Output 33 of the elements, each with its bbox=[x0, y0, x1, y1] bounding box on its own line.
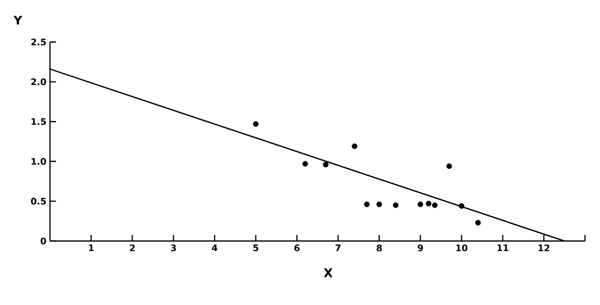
y-tick-label: 2.5 bbox=[31, 38, 46, 46]
point bbox=[475, 220, 481, 226]
x-tick-label: 1 bbox=[89, 244, 94, 252]
point bbox=[352, 143, 358, 150]
y-tick-label: 0.5 bbox=[31, 198, 46, 205]
point bbox=[252, 121, 259, 127]
point bbox=[432, 202, 438, 208]
x-tick-label: 6 bbox=[294, 244, 300, 252]
y-tick-label: 2.0 bbox=[31, 78, 46, 86]
x-tick-label: 9 bbox=[418, 244, 423, 252]
x-tick-label: 3 bbox=[170, 244, 176, 252]
x-tick-label: 11 bbox=[497, 244, 508, 252]
x-tick-label: 4 bbox=[212, 244, 218, 252]
point bbox=[322, 162, 329, 168]
x-tick-label: 5 bbox=[253, 244, 258, 252]
point bbox=[446, 163, 452, 169]
point bbox=[364, 202, 370, 208]
point bbox=[426, 200, 432, 206]
x-tick-label: 8 bbox=[376, 244, 382, 252]
y-tick-label: 1.0 bbox=[32, 158, 46, 165]
point bbox=[302, 160, 308, 167]
x-axis-title: X bbox=[324, 268, 333, 278]
x-tick-label: 2 bbox=[130, 244, 135, 252]
x-tick-label: 7 bbox=[336, 244, 340, 252]
y-axis-title: Y bbox=[13, 16, 22, 25]
point bbox=[458, 203, 464, 209]
y-tick-label: 0 bbox=[40, 238, 46, 244]
point bbox=[392, 202, 398, 208]
point bbox=[418, 202, 424, 208]
x-tick-label: 10 bbox=[456, 244, 468, 252]
x-tick-label: 12 bbox=[538, 244, 550, 252]
point bbox=[376, 202, 382, 208]
y-tick-label: 1.5 bbox=[32, 118, 46, 125]
